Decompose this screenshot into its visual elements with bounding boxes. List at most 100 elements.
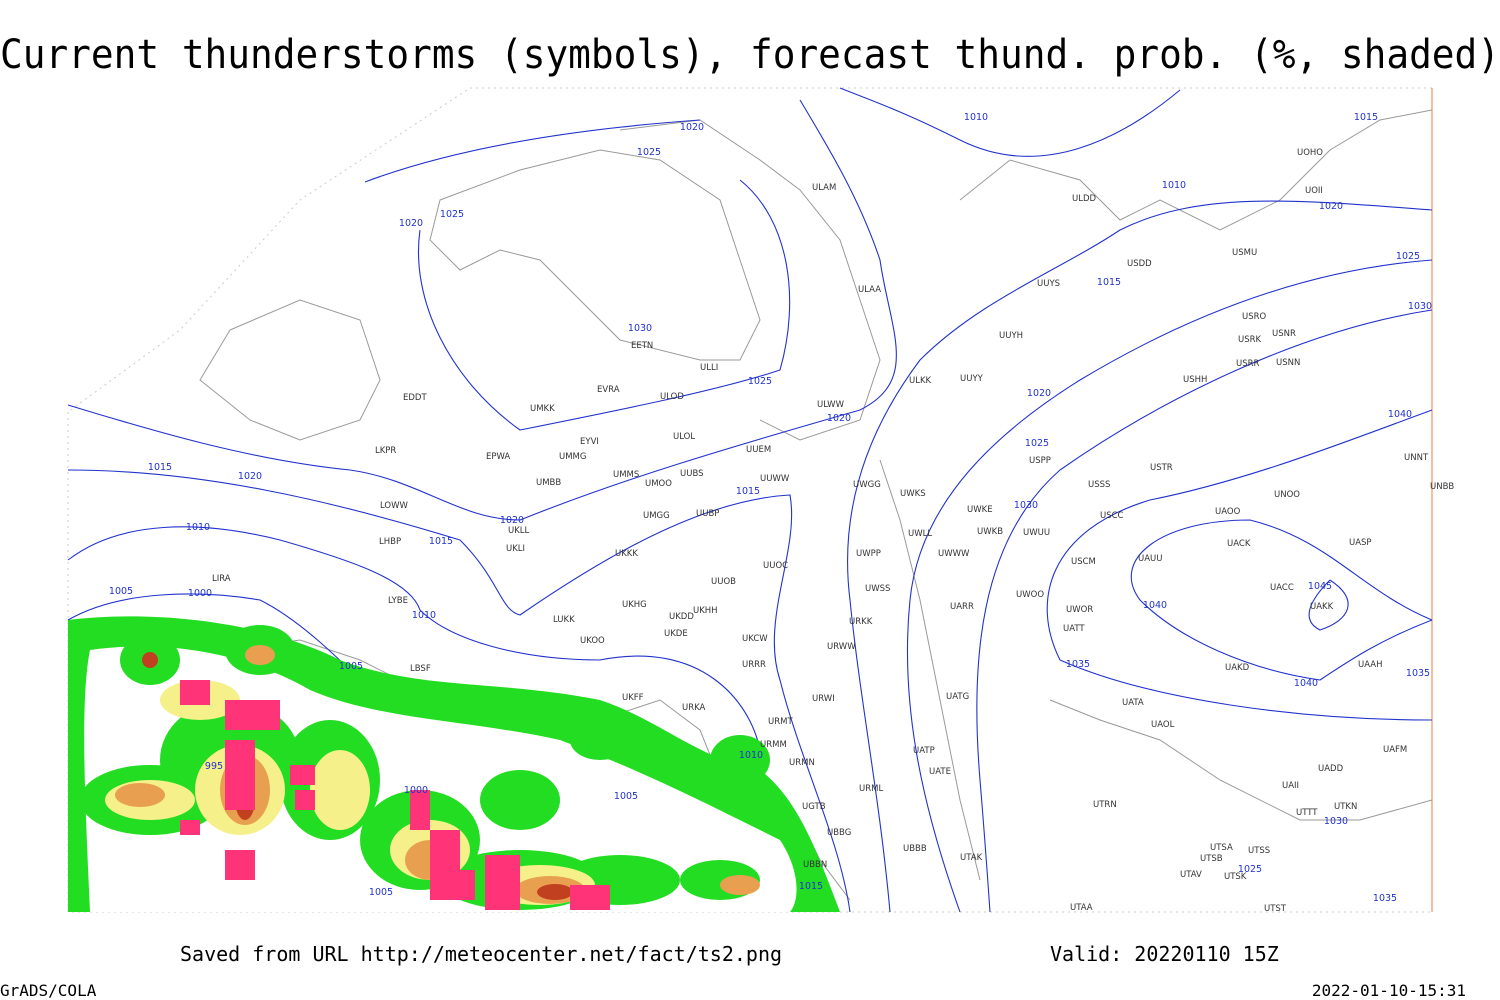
station-label: EYVI <box>580 437 599 447</box>
isobar-label: 1025 <box>1238 864 1262 875</box>
isobar-label: 1015 <box>429 536 453 547</box>
station-label: USDD <box>1127 259 1152 269</box>
isobar-label: 1020 <box>680 122 704 133</box>
station-label: UTRN <box>1093 800 1117 810</box>
isobar-label: 1020 <box>500 515 524 526</box>
isobar-label: 1020 <box>399 218 423 229</box>
station-label: UAKD <box>1225 663 1250 673</box>
station-label: UKCW <box>742 634 768 644</box>
isobar-label: 1015 <box>736 486 760 497</box>
isobar-label: 1010 <box>739 750 763 761</box>
isobar-label: 1030 <box>1408 301 1432 312</box>
station-label: LIRA <box>212 574 231 584</box>
station-label: UWSS <box>865 584 890 594</box>
isobar-label: 1010 <box>412 610 436 621</box>
isobar-label: 1015 <box>1354 112 1378 123</box>
station-label: UBBN <box>803 860 827 870</box>
isobar-label: 1030 <box>1324 816 1348 827</box>
station-label: ULLI <box>700 363 718 373</box>
station-label: USRO <box>1242 312 1267 322</box>
station-label: LUKK <box>553 615 575 625</box>
isobar-label: 1035 <box>1066 659 1090 670</box>
isobar-label: 995 <box>205 761 223 772</box>
station-label: UUYY <box>960 374 984 384</box>
station-label: UUYH <box>999 331 1023 341</box>
isobar-label: 1040 <box>1294 678 1318 689</box>
station-label: EETN <box>631 341 653 351</box>
station-label: URWW <box>827 642 856 652</box>
station-label: ULDD <box>1072 194 1097 204</box>
station-label: USRR <box>1236 359 1260 369</box>
station-label: UKDE <box>664 629 688 639</box>
station-labels: ULAM ULDD UOII UOHO USDD USMU ULAA UUYS USRO USRK… <box>212 148 1454 914</box>
station-label: UTST <box>1264 904 1287 914</box>
station-label: URMT <box>768 717 793 727</box>
station-label: ULAM <box>812 183 836 193</box>
saved-url: Saved from URL http://meteocenter.net/fa… <box>180 942 782 966</box>
station-label: UTSB <box>1200 854 1223 864</box>
station-label: UMBB <box>536 478 561 488</box>
station-label: EPWA <box>486 452 510 462</box>
station-label: EDDT <box>403 393 427 403</box>
isobar-label: 1005 <box>339 661 363 672</box>
station-label: UNOO <box>1274 490 1300 500</box>
station-label: LKPR <box>375 446 396 456</box>
station-label: UTAK <box>960 853 983 863</box>
valid-time: Valid: 20220110 15Z <box>1050 942 1279 966</box>
station-label: UWPP <box>856 549 881 559</box>
thunderstorm-symbols <box>180 680 610 910</box>
station-label: USTR <box>1150 463 1173 473</box>
isobar-label: 1025 <box>637 147 661 158</box>
station-label: UTSS <box>1248 846 1270 856</box>
station-label: UTSA <box>1210 843 1233 853</box>
station-label: UAFM <box>1383 745 1407 755</box>
station-label: UACK <box>1227 539 1251 549</box>
station-label: UTTT <box>1296 808 1318 818</box>
isobar-label: 1020 <box>238 471 262 482</box>
isobar-label: 1025 <box>748 376 772 387</box>
software: GrADS/COLA <box>0 981 97 1000</box>
station-label: UARR <box>950 602 974 612</box>
isobar-label: 1030 <box>628 323 652 334</box>
isobar-label: 1000 <box>404 785 428 796</box>
station-label: LOWW <box>380 501 409 511</box>
isobar-label: 1025 <box>440 209 464 220</box>
station-label: USPP <box>1029 456 1051 466</box>
station-label: LBSF <box>410 664 431 674</box>
station-label: UOHO <box>1297 148 1323 158</box>
station-label: UTKN <box>1334 802 1357 812</box>
isobar-label: 1005 <box>614 791 638 802</box>
isobar-label: 1040 <box>1388 409 1412 420</box>
isobar-label: 1020 <box>1027 388 1051 399</box>
station-label: UWWW <box>938 549 970 559</box>
station-label: UAOO <box>1215 507 1241 517</box>
isobar-label: 1005 <box>369 887 393 898</box>
station-label: UKDD <box>669 612 694 622</box>
station-label: URWI <box>812 694 835 704</box>
station-label: UUYS <box>1037 279 1060 289</box>
station-label: UKOO <box>580 636 605 646</box>
isobar-label: 1020 <box>827 413 851 424</box>
isobar-label: 1005 <box>109 586 133 597</box>
station-label: UMMS <box>613 470 639 480</box>
station-label: ULOD <box>660 392 684 402</box>
station-label: UUOC <box>763 561 788 571</box>
station-label: UKHH <box>693 606 718 616</box>
isobar-label: 1030 <box>1014 500 1038 511</box>
station-label: UADD <box>1318 764 1344 774</box>
isobar-labels: 1020 1025 1010 1015 1020 1025 1010 1020 1025 1015… <box>109 112 1432 904</box>
station-label: EVRA <box>597 385 620 395</box>
station-label: UMKK <box>530 404 555 414</box>
station-label: ULKK <box>909 376 932 386</box>
isobar-label: 1010 <box>1162 180 1186 191</box>
station-label: UAAH <box>1358 660 1382 670</box>
isobars <box>67 87 1433 913</box>
station-label: UAII <box>1282 781 1299 791</box>
station-label: ULAA <box>858 285 881 295</box>
station-label: UKLI <box>506 544 525 554</box>
station-label: UTAA <box>1070 903 1093 913</box>
isobar-label: 1025 <box>1025 438 1049 449</box>
station-label: UGTB <box>802 802 826 812</box>
station-label: UUBS <box>680 469 704 479</box>
station-label: UWLL <box>908 529 932 539</box>
